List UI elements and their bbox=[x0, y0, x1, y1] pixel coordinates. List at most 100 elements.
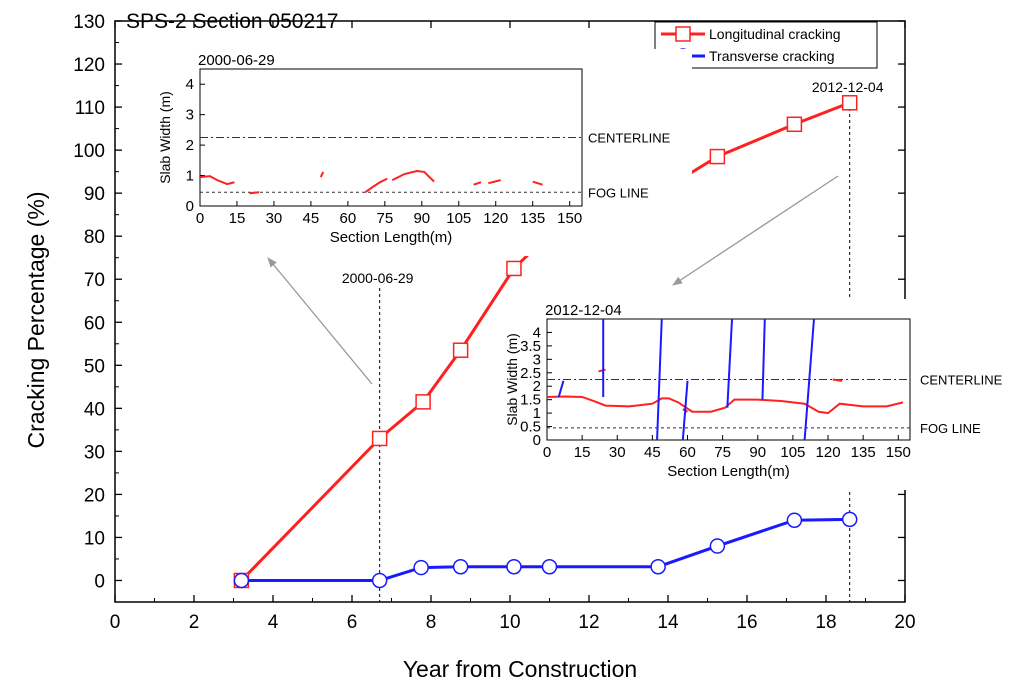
inset-x-tick-label: 75 bbox=[376, 210, 393, 227]
inset-x-tick-label: 120 bbox=[483, 210, 508, 227]
longitudinal-crack-segment bbox=[832, 378, 843, 382]
x-tick-label: 10 bbox=[499, 612, 520, 633]
longitudinal-point bbox=[841, 95, 858, 111]
inset-x-tick-label: 0 bbox=[543, 444, 551, 461]
inset-x-tick-label: 60 bbox=[679, 444, 696, 461]
x-tick-label: 8 bbox=[426, 612, 437, 633]
longitudinal-crack-segment bbox=[473, 181, 482, 186]
transverse-crack-line bbox=[656, 319, 663, 440]
x-tick-label: 0 bbox=[110, 612, 121, 633]
y-tick-label: 90 bbox=[84, 184, 105, 205]
reference-line-label: FOG LINE bbox=[588, 185, 649, 200]
inset-y-tick-label: 0 bbox=[186, 198, 194, 215]
x-tick-label: 6 bbox=[347, 612, 358, 633]
inset-x-tick-label: 120 bbox=[816, 444, 841, 461]
transverse-point bbox=[371, 572, 388, 589]
pointer-arrow-2000 bbox=[267, 257, 373, 385]
x-tick-label: 2 bbox=[189, 612, 200, 633]
reference-line-label: CENTERLINE bbox=[920, 373, 1003, 388]
y-tick-label: 30 bbox=[84, 442, 105, 463]
inset-x-tick-label: 90 bbox=[413, 210, 430, 227]
inset-plot-frame bbox=[199, 68, 583, 207]
inset-y-axis-title: Slab Width (m) bbox=[157, 91, 173, 184]
inset-x-tick-label: 75 bbox=[714, 444, 731, 461]
transverse-point bbox=[506, 558, 522, 575]
inset-x-axis-title: Section Length(m) bbox=[667, 463, 790, 480]
inset-x-tick-label: 30 bbox=[266, 210, 283, 227]
inset-x-tick-label: 45 bbox=[644, 444, 661, 461]
x-axis-title: Year from Construction bbox=[403, 656, 637, 682]
y-tick-label: 0 bbox=[94, 571, 105, 592]
x-tick-label: 4 bbox=[268, 612, 279, 633]
y-tick-label: 60 bbox=[84, 313, 105, 334]
annotation-label: 2000-06-29 bbox=[342, 270, 414, 286]
y-tick-label: 70 bbox=[84, 270, 105, 291]
legend-label: Transverse cracking bbox=[709, 48, 835, 64]
inset-plot-area bbox=[547, 319, 904, 440]
longitudinal-crack-segment bbox=[532, 180, 543, 186]
reference-line-label: FOG LINE bbox=[920, 421, 981, 436]
inset-y-tick-label: 2.5 bbox=[520, 365, 541, 382]
longitudinal-crack-segment bbox=[488, 179, 501, 185]
inset-y-tick-label: 1.5 bbox=[520, 392, 541, 409]
inset-x-tick-label: 15 bbox=[229, 210, 246, 227]
series-line-transverse bbox=[241, 517, 850, 582]
longitudinal-crack-segment bbox=[364, 177, 388, 194]
longitudinal-point bbox=[371, 430, 388, 447]
inset-x-tick-label: 45 bbox=[303, 210, 320, 227]
transverse-point bbox=[786, 512, 803, 528]
x-tick-label: 14 bbox=[657, 612, 679, 633]
reference-line-label: CENTERLINE bbox=[588, 131, 671, 146]
annotation-label: 2012-12-04 bbox=[812, 79, 884, 95]
inset-x-tick-label: 105 bbox=[446, 210, 471, 227]
y-tick-label: 40 bbox=[84, 399, 105, 420]
longitudinal-crack-segment bbox=[598, 368, 606, 373]
inset-y-tick-label: 0 bbox=[533, 432, 541, 449]
longitudinal-point bbox=[786, 116, 803, 133]
x-tick-label: 12 bbox=[578, 612, 599, 633]
y-tick-label: 120 bbox=[73, 55, 105, 76]
transverse-crack-line bbox=[803, 319, 815, 440]
longitudinal-crack-segment bbox=[200, 175, 235, 186]
inset-x-tick-label: 105 bbox=[780, 444, 805, 461]
inset-plot-area bbox=[200, 169, 543, 195]
inset-x-tick-label: 60 bbox=[340, 210, 357, 227]
y-tick-label: 100 bbox=[73, 141, 105, 162]
inset-x-tick-label: 135 bbox=[851, 444, 876, 461]
inset-x-axis-title: Section Length(m) bbox=[330, 229, 453, 246]
longitudinal-crack-segment bbox=[391, 169, 435, 183]
y-tick-label: 110 bbox=[75, 98, 105, 119]
inset-y-tick-label: 3.5 bbox=[520, 338, 541, 355]
inset-y-tick-label: 1 bbox=[186, 168, 194, 185]
transverse-point bbox=[452, 558, 469, 575]
legend-marker-square bbox=[675, 26, 691, 42]
x-tick-label: 20 bbox=[894, 612, 915, 633]
inset-y-tick-label: 2 bbox=[186, 137, 194, 154]
y-tick-label: 80 bbox=[84, 227, 105, 248]
y-tick-label: 130 bbox=[73, 12, 105, 33]
inset-x-tick-label: 15 bbox=[574, 444, 591, 461]
y-tick-label: 20 bbox=[84, 485, 105, 506]
inset-title: 2012-12-04 bbox=[545, 302, 622, 319]
inset-y-tick-label: 3 bbox=[533, 351, 541, 368]
inset-x-tick-label: 150 bbox=[557, 210, 582, 227]
inset-x-tick-label: 135 bbox=[520, 210, 545, 227]
inset-x-tick-label: 30 bbox=[609, 444, 626, 461]
pointer-arrow-2012 bbox=[672, 175, 839, 286]
inset-chart-2012: 2012-12-040 15 30 45 60 75 90 105 120 135 15000.51… bbox=[504, 299, 1013, 490]
inset-chart-2000: 2000-06-29 0 15 30 45 60 75 90 105 120 135 150 0 1 2 3 4… bbox=[157, 49, 692, 256]
longitudinal-point bbox=[452, 342, 469, 358]
inset-y-tick-label: 0.5 bbox=[520, 419, 541, 436]
y-tick-label: 10 bbox=[84, 528, 105, 549]
y-axis-title: Cracking Percentage (%) bbox=[23, 192, 49, 449]
transverse-crack-line bbox=[761, 319, 766, 400]
x-tick-label: 16 bbox=[736, 612, 757, 633]
x-tick-label: 18 bbox=[815, 612, 836, 633]
chart-title: SPS-2 Section 050217 bbox=[126, 10, 338, 33]
transverse-point bbox=[650, 558, 666, 575]
longitudinal-point bbox=[709, 148, 726, 165]
transverse-crack-line bbox=[557, 380, 565, 398]
inset-y-tick-label: 4 bbox=[533, 324, 541, 341]
longitudinal-crack-line bbox=[547, 395, 904, 415]
